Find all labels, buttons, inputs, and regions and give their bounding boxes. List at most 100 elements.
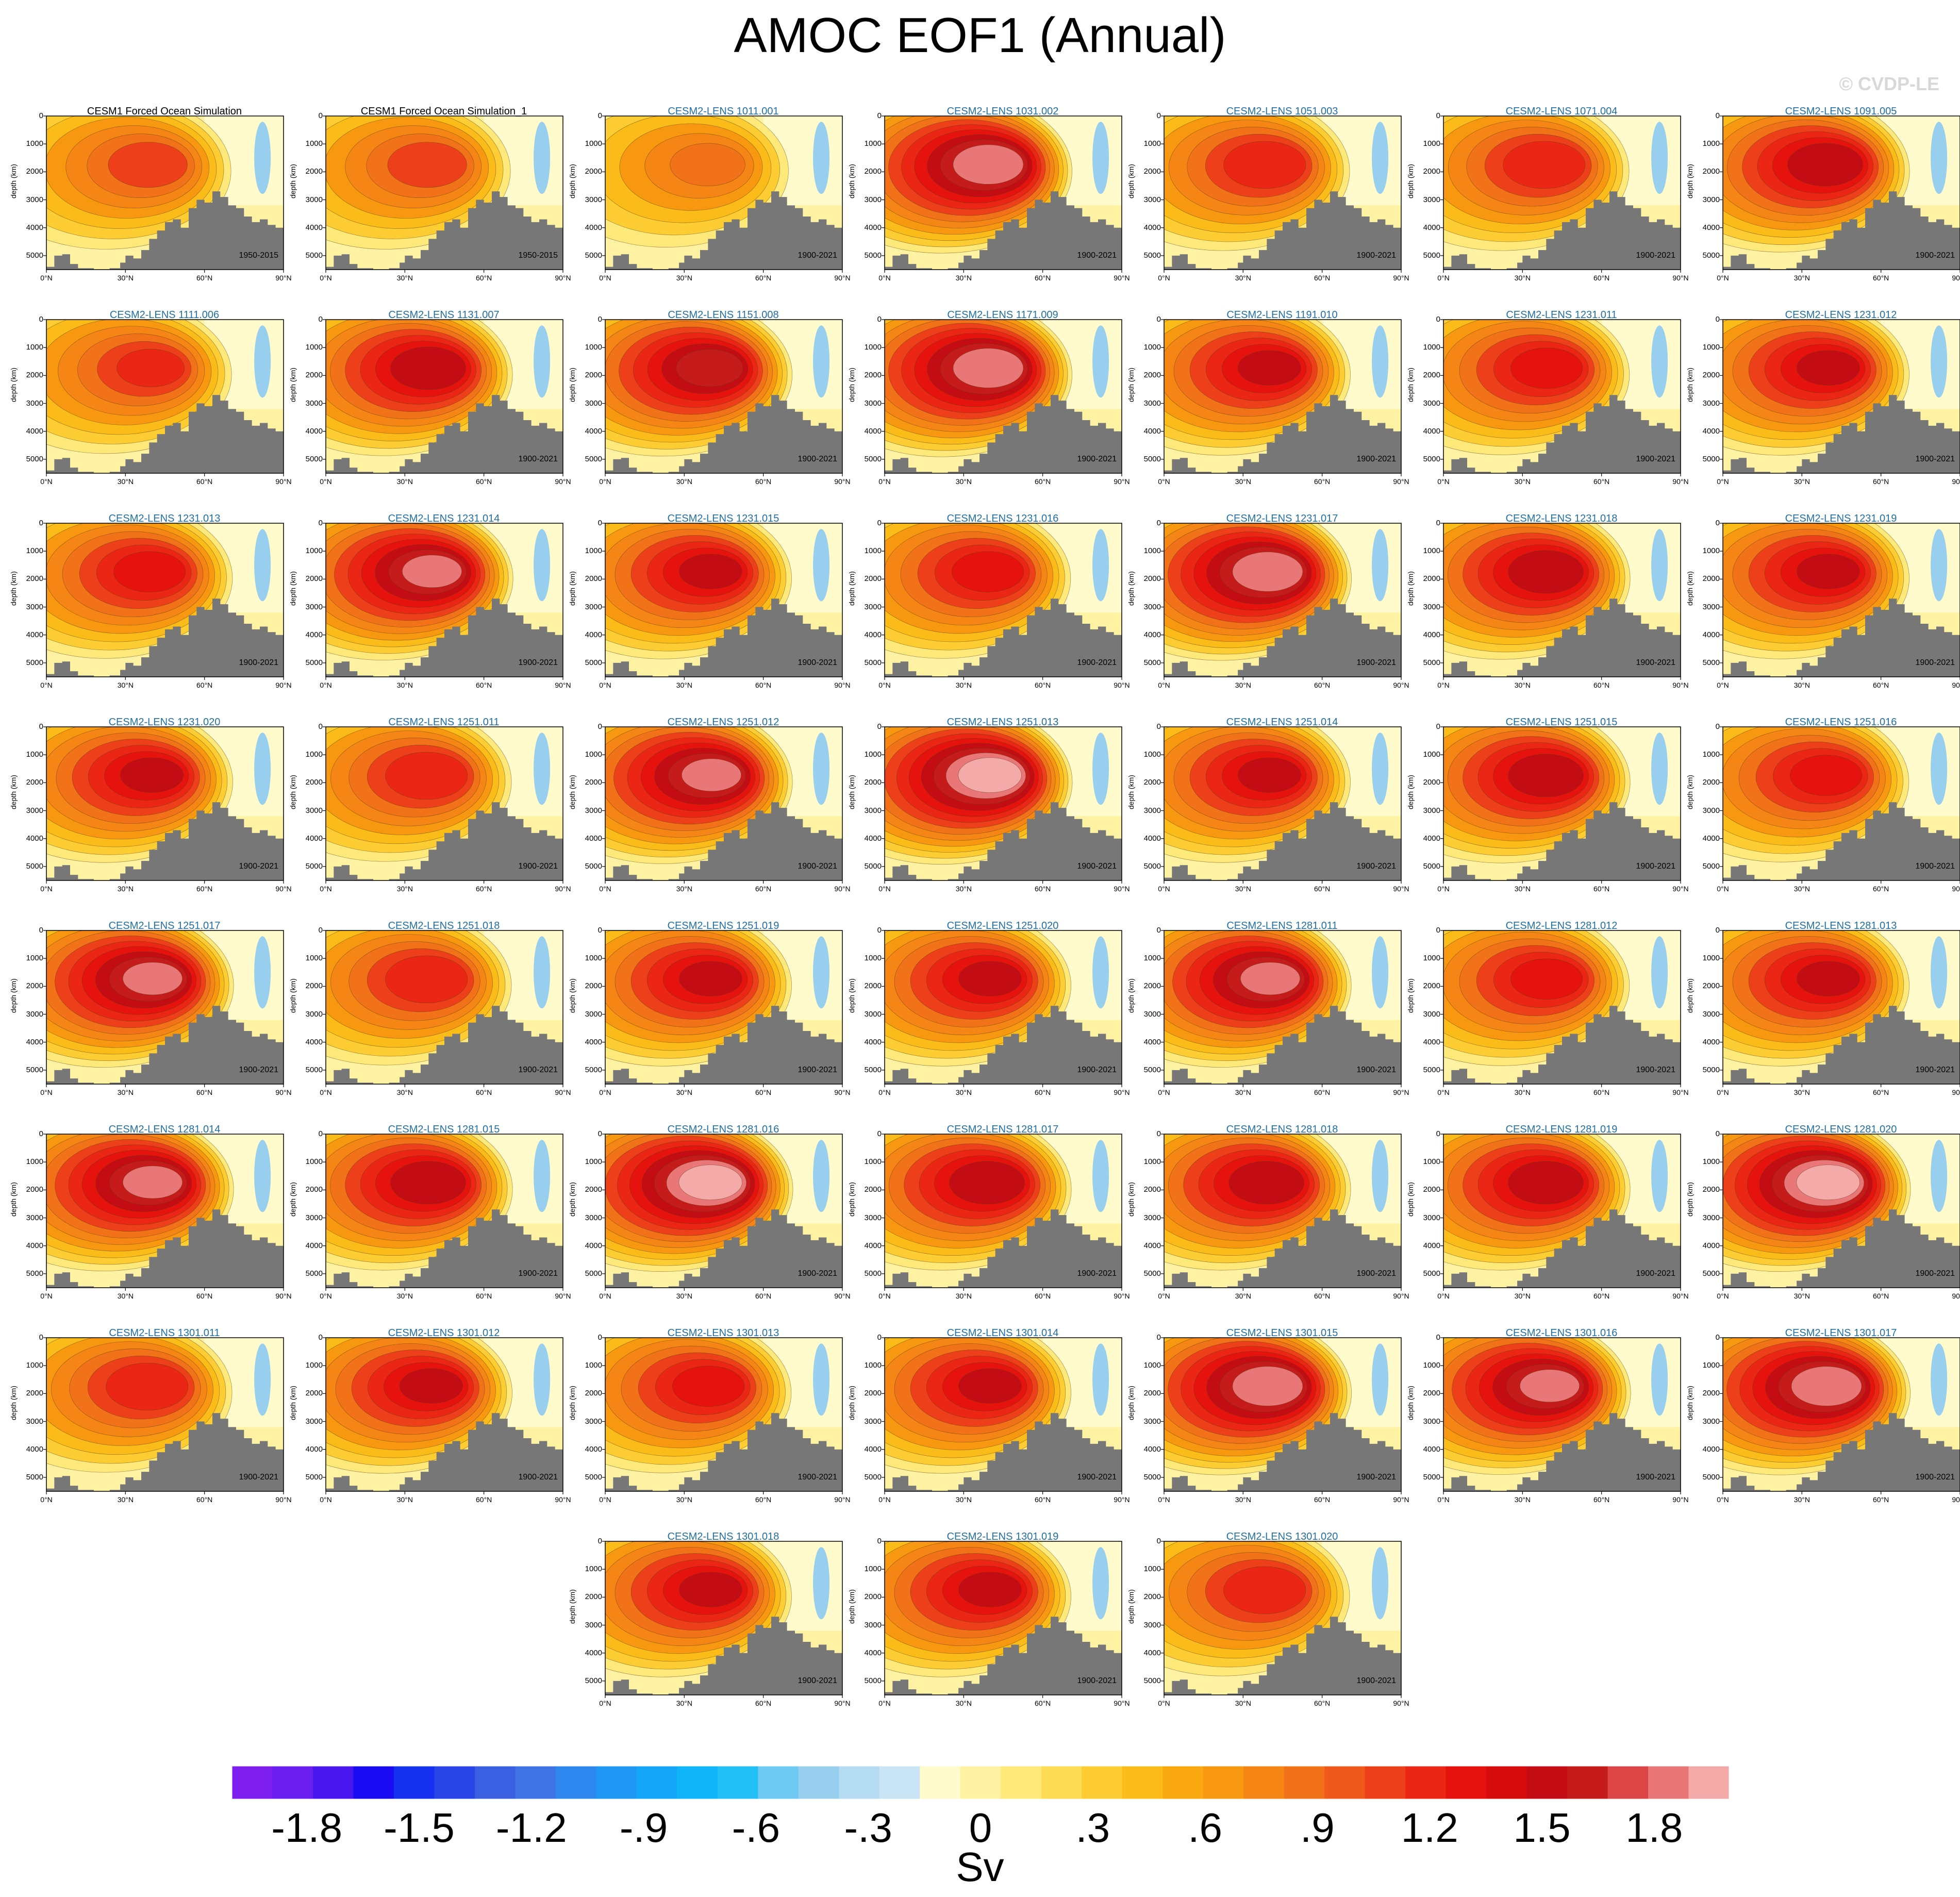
y-tick-label: 0 (1715, 1129, 1720, 1138)
y-tick-label: 0 (1156, 315, 1161, 324)
y-tick-label: 5000 (864, 658, 882, 667)
y-tick-label: 3000 (1702, 1213, 1720, 1222)
y-tick-label: 5000 (26, 1065, 43, 1074)
bathymetry (1723, 395, 1960, 473)
y-tick-label: 0 (597, 926, 602, 935)
x-tick-label: 60°N (1314, 1699, 1331, 1707)
x-tick-label: 90°N (834, 1699, 851, 1707)
y-tick-label: 1000 (585, 1565, 602, 1574)
y-tick-label: 0 (1436, 1129, 1440, 1138)
y-tick-label: 3000 (305, 806, 323, 815)
y-tick-label: 2000 (1423, 981, 1440, 991)
x-tick-label: 90°N (1114, 477, 1130, 486)
bathymetry (1443, 1006, 1681, 1084)
colorbar-swatch (434, 1766, 475, 1799)
y-tick-label: 2000 (1702, 981, 1720, 991)
panel: CESM2-LENS 1251.019 1900-2021 depth (km) 0 1… (568, 920, 851, 1112)
y-tick-label: 2000 (26, 167, 43, 176)
bathymetry (1723, 191, 1960, 270)
x-tick-label: 90°N (1393, 1088, 1409, 1096)
bathymetry (885, 802, 1122, 880)
y-tick-label: 4000 (26, 1241, 43, 1250)
colorbar-swatch (1607, 1766, 1649, 1799)
plot-frame (46, 726, 284, 881)
contour-level (958, 961, 1022, 996)
panel-period: 1900-2021 (518, 658, 558, 667)
y-tick-label: 5000 (585, 658, 602, 667)
x-tick-label: 0°N (599, 274, 611, 282)
panel-plot (43, 115, 284, 273)
y-tick-label: 1000 (305, 1361, 323, 1370)
panel: CESM2-LENS 1281.018 1900-2021 depth (km) 0 1… (1127, 1124, 1409, 1316)
y-tick-label: 3000 (1423, 398, 1440, 408)
y-tick-label: 2000 (1423, 167, 1440, 176)
x-tick-label: 30°N (1235, 885, 1251, 893)
panel-title: CESM2-LENS 1231.011 (1506, 309, 1617, 321)
y-tick-label: 4000 (864, 1648, 882, 1657)
panel-plot (1161, 319, 1402, 476)
x-tick-label: 90°N (275, 681, 292, 689)
x-tick-label: 30°N (117, 885, 134, 893)
plot-frame (884, 1541, 1122, 1695)
y-tick-label: 2000 (585, 1592, 602, 1602)
contour-level (1796, 1164, 1860, 1200)
x-tick-label: 90°N (834, 1495, 851, 1504)
x-tick-label: 30°N (676, 681, 692, 689)
panel-title: CESM2-LENS 1231.014 (388, 513, 500, 524)
y-tick-label: 3000 (585, 195, 602, 204)
x-tick-label: 0°N (40, 1292, 53, 1300)
x-tick-label: 30°N (955, 1088, 972, 1096)
y-tick-label: 1000 (585, 1361, 602, 1370)
x-tick-label: 60°N (1593, 1088, 1610, 1096)
x-tick-label: 60°N (196, 885, 213, 893)
x-tick-label: 0°N (320, 681, 332, 689)
y-tick-label: 1000 (1423, 1361, 1440, 1370)
panel: CESM2-LENS 1281.016 1900-2021 depth (km) 0 1… (568, 1124, 851, 1316)
y-tick-label: 2000 (864, 371, 882, 380)
colorbar-swatch (636, 1766, 677, 1799)
bathymetry (1164, 1617, 1401, 1695)
y-tick-label: 0 (877, 1333, 882, 1342)
panel: CESM2-LENS 1301.018 1900-2021 depth (km) 0 1… (568, 1531, 851, 1723)
x-tick-label: 90°N (1114, 681, 1130, 689)
y-tick-label: 1000 (864, 343, 882, 352)
contour-level (108, 142, 188, 188)
x-tick-label: 30°N (1514, 477, 1531, 486)
y-tick-label: 0 (39, 519, 43, 527)
panel-plot (43, 726, 284, 884)
panel-title: CESM2-LENS 1251.012 (667, 717, 779, 728)
y-tick-label: 1000 (864, 546, 882, 556)
panel: CESM2-LENS 1231.020 1900-2021 depth (km) 0 1… (9, 717, 292, 908)
panel-plot (1161, 523, 1402, 680)
panel-period: 1900-2021 (1077, 1066, 1117, 1074)
y-tick-label: 5000 (26, 861, 43, 871)
y-tick-label: 0 (877, 926, 882, 935)
colorbar-tick-label: -.9 (619, 1805, 668, 1851)
y-tick-label: 3000 (1423, 1213, 1440, 1222)
x-tick-label: 60°N (1314, 885, 1331, 893)
y-tick-label: 2000 (585, 574, 602, 584)
panel: CESM2-LENS 1301.019 1900-2021 depth (km) 0 1… (848, 1531, 1130, 1723)
panel-plot (323, 319, 563, 476)
y-tick-label: 3000 (864, 1009, 882, 1019)
panel-plot (1720, 115, 1960, 273)
panel-plot (882, 1541, 1122, 1698)
panel-plot (602, 319, 843, 476)
bathymetry (1164, 191, 1401, 270)
y-tick-label: 4000 (26, 426, 43, 436)
plot-frame (1164, 115, 1402, 270)
panel: CESM2-LENS 1251.012 1900-2021 depth (km) 0 1… (568, 717, 851, 908)
x-tick-label: 0°N (878, 1088, 891, 1096)
x-tick-label: 0°N (878, 1292, 891, 1300)
negative-core (1651, 122, 1668, 194)
colorbar-swatch (1446, 1766, 1487, 1799)
contour-level (1791, 1366, 1862, 1406)
panel-title: CESM2-LENS 1131.007 (388, 309, 500, 321)
y-tick-label: 1000 (864, 1361, 882, 1370)
y-tick-label: 3000 (864, 195, 882, 204)
y-tick-label: 5000 (585, 454, 602, 463)
y-tick-label: 5000 (585, 1676, 602, 1685)
negative-core (1372, 733, 1389, 805)
x-tick-label: 90°N (1952, 1088, 1960, 1096)
x-tick-label: 60°N (755, 1699, 772, 1707)
